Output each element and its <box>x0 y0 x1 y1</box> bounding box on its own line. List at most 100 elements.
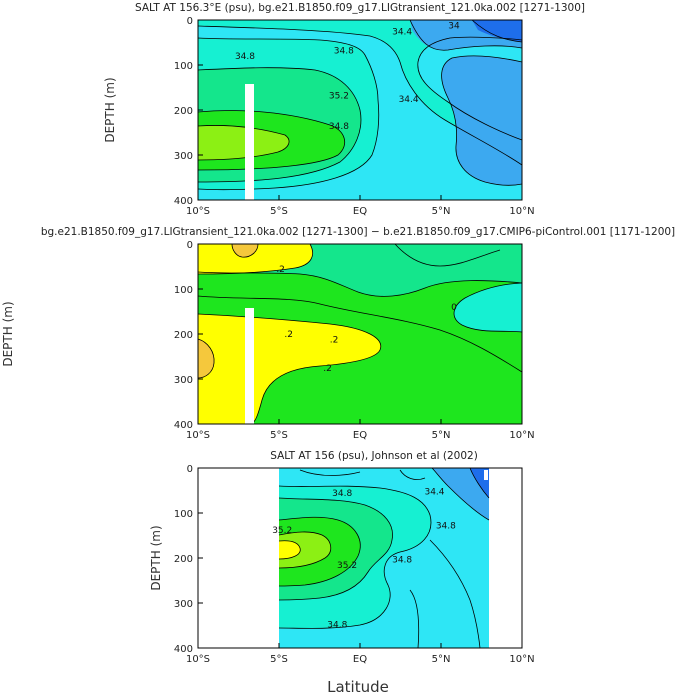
panel-1-axes: 10°S 5°S EQ 5°N 10°N 0 100 200 300 400 <box>174 16 535 217</box>
contour-line <box>453 282 523 333</box>
panel-1-contour-labels: 34.8 34.8 34.4 34 35.2 34.8 34.4 <box>235 21 460 132</box>
y-tick-label: 300 <box>174 375 193 386</box>
contour-value-label: 34.8 <box>329 122 349 132</box>
contour-line <box>441 55 523 186</box>
contour-line <box>469 467 490 499</box>
panel-observed-salinity: SALT AT 156 (psu), Johnson et al (2002) <box>149 450 535 696</box>
contour-value-label: .2 <box>323 364 332 374</box>
contour-line <box>299 469 361 476</box>
contour-value-label: 35.2 <box>272 526 292 536</box>
contour-value-label: 34.4 <box>424 487 444 497</box>
panel-2-contour-labels: .2 0 .2 .2 .2 <box>276 265 457 374</box>
contour-line <box>197 125 290 161</box>
contour-line <box>231 243 259 258</box>
fill-orange-blob-top <box>232 244 258 258</box>
y-tick-label: 300 <box>174 599 193 610</box>
panel-1-contour-lines <box>197 19 523 191</box>
contour-line <box>399 469 426 480</box>
y-tick-label: 100 <box>174 61 193 72</box>
panel-1-ylabel: DEPTH (m) <box>103 77 117 142</box>
contour-value-label: 34.8 <box>327 621 347 631</box>
contour-value-label: 34.4 <box>392 27 412 37</box>
panel-2-contour-lines <box>197 243 523 425</box>
fill-deepblue-corner <box>472 20 522 42</box>
contour-line <box>197 67 362 183</box>
x-tick-label: 5°N <box>432 654 451 665</box>
y-tick-label: 200 <box>174 106 193 117</box>
y-tick-label: 100 <box>174 285 193 296</box>
contour-line <box>197 37 380 191</box>
x-tick-label: 10°N <box>509 206 534 217</box>
fill-midblue-corner <box>432 468 489 520</box>
data-gap-bar <box>484 470 488 480</box>
contour-line <box>278 540 301 560</box>
fill-midblue-east <box>441 55 522 186</box>
panel-difference: bg.e21.B1850.f09_g17.LIGtransient_121.0k… <box>1 226 675 441</box>
panel-3-contour-labels: 34.8 34.4 34.8 35.2 35.2 34.8 34.8 <box>272 487 456 630</box>
y-tick-label: 200 <box>174 554 193 565</box>
land-mask-bar <box>245 84 254 200</box>
panel-2-title: bg.e21.B1850.f09_g17.LIGtransient_121.0k… <box>41 226 675 238</box>
panel-3-contour-fill <box>279 468 489 648</box>
y-tick-label: 200 <box>174 330 193 341</box>
x-tick-label: 5°S <box>270 654 288 665</box>
contour-line <box>197 271 523 297</box>
x-tick-label: 10°N <box>509 430 534 441</box>
contour-line <box>431 467 490 521</box>
contour-value-label: 34.8 <box>392 555 412 565</box>
contour-line <box>197 25 523 166</box>
contour-line <box>409 19 523 51</box>
contour-value-label: 35.2 <box>337 561 357 571</box>
x-tick-label: 5°N <box>432 430 451 441</box>
panel-2-ylabel: DEPTH (m) <box>1 301 15 366</box>
fill-orange-blob-left <box>198 339 215 378</box>
fill-yellow-lower <box>198 314 381 424</box>
contour-value-label: 34.8 <box>334 47 354 57</box>
contour-value-label: 34.8 <box>436 522 456 532</box>
y-tick-label: 400 <box>174 644 193 655</box>
contour-line <box>394 243 501 267</box>
contour-line <box>278 516 361 587</box>
x-tick-label: EQ <box>353 430 367 441</box>
contour-line <box>417 36 523 141</box>
panel-3-axes: 10°S 5°S EQ 5°N 10°N 0 100 200 300 400 <box>174 464 535 665</box>
x-tick-label: 10°S <box>186 430 210 441</box>
y-tick-label: 400 <box>174 196 193 207</box>
contour-line <box>278 531 332 569</box>
contour-value-label: 0 <box>451 303 457 313</box>
x-tick-label: EQ <box>353 206 367 217</box>
panel-2-axes: 10°S 5°S EQ 5°N 10°N 0 100 200 300 400 <box>174 240 535 441</box>
contour-line <box>471 19 523 43</box>
y-tick-label: 0 <box>187 464 193 475</box>
contour-value-label: 34.8 <box>332 489 352 499</box>
contour-line <box>409 589 420 649</box>
contour-value-label: 34.8 <box>235 52 255 62</box>
contour-value-label: 34 <box>448 21 460 31</box>
y-tick-label: 0 <box>187 240 193 251</box>
fill-yellow-upper <box>198 244 313 274</box>
x-tick-label: 10°S <box>186 206 210 217</box>
y-tick-label: 300 <box>174 151 193 162</box>
contour-line <box>278 497 393 601</box>
contour-value-label: 35.2 <box>329 92 349 102</box>
land-mask-bar <box>245 308 254 424</box>
contour-line <box>197 338 215 379</box>
x-tick-label: 5°N <box>432 206 451 217</box>
contour-value-label: .2 <box>330 335 339 345</box>
panel-3-title: SALT AT 156 (psu), Johnson et al (2002) <box>270 450 478 462</box>
x-tick-label: 10°S <box>186 654 210 665</box>
x-axis-label: Latitude <box>327 678 389 696</box>
contour-value-label: .2 <box>276 265 285 275</box>
x-tick-label: 10°N <box>509 654 534 665</box>
panel-model-salinity: SALT AT 156.3°E (psu), bg.e21.B1850.f09_… <box>103 2 585 217</box>
contour-line <box>197 313 382 425</box>
contour-value-label: .2 <box>284 330 293 340</box>
contour-line <box>197 295 523 373</box>
x-tick-label: 5°S <box>270 430 288 441</box>
fill-lime-core <box>198 125 290 160</box>
y-tick-label: 400 <box>174 420 193 431</box>
panel-3-ylabel: DEPTH (m) <box>149 525 163 590</box>
fill-lime-core <box>279 531 331 568</box>
contour-line <box>197 110 346 171</box>
